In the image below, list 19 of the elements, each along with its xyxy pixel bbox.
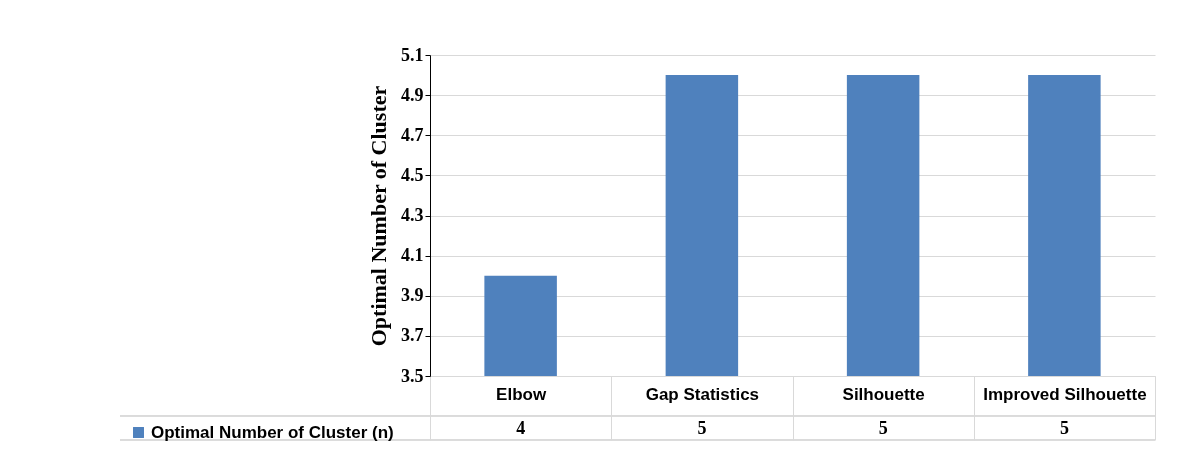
y-tick-label: 4.5 [401, 164, 424, 185]
y-tick-label: 4.3 [401, 205, 424, 225]
x-tick-label: Silhouette [842, 384, 925, 404]
data-label: 5 [878, 418, 888, 438]
x-tick-label: Gap Statistics [645, 384, 760, 404]
y-axis-title: Optimal Number of Cluster [366, 85, 391, 347]
y-tick-label: 3.5 [401, 365, 424, 386]
y-tick-label: 4.9 [401, 84, 424, 105]
y-tick-label: 3.9 [401, 285, 424, 306]
data-label: 5 [697, 418, 707, 438]
legend-label: Optimal Number of Cluster (n) [151, 422, 394, 442]
x-tick-label: Elbow [496, 384, 547, 404]
y-tick-label: 5.1 [401, 44, 424, 65]
y-tick-label: 4.7 [401, 124, 424, 145]
data-label: 4 [516, 418, 526, 438]
y-tick-label: 3.7 [401, 325, 424, 346]
data-label: 5 [1059, 418, 1069, 438]
x-tick-label: Improved Silhouette [983, 384, 1147, 404]
y-tick-label: 4.1 [401, 245, 424, 266]
